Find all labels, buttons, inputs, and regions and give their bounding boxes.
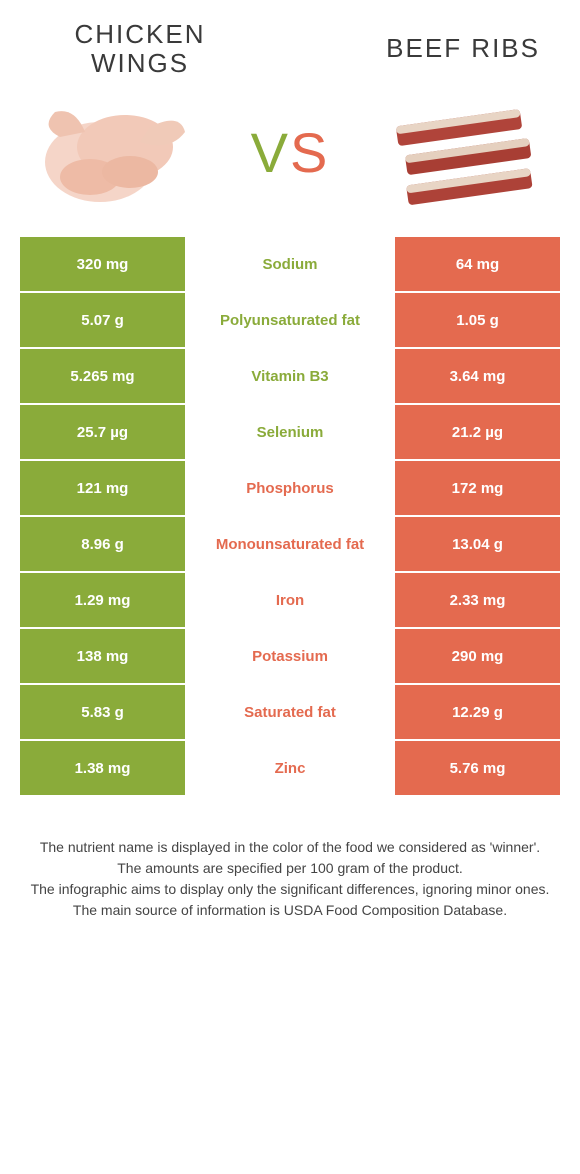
nutrient-name: Zinc — [185, 741, 395, 795]
right-value: 2.33 mg — [395, 573, 560, 627]
nutrient-name: Vitamin B3 — [185, 349, 395, 403]
nutrient-name: Polyunsaturated fat — [185, 293, 395, 347]
footer-line: The amounts are specified per 100 gram o… — [30, 858, 550, 879]
nutrient-row: 121 mgPhosphorus172 mg — [20, 461, 560, 517]
left-value: 8.96 g — [20, 517, 185, 571]
nutrient-row: 320 mgSodium64 mg — [20, 237, 560, 293]
left-value: 121 mg — [20, 461, 185, 515]
right-value: 172 mg — [395, 461, 560, 515]
header: Chicken wings Beef ribs — [0, 0, 580, 87]
right-value: 12.29 g — [395, 685, 560, 739]
nutrient-table: 320 mgSodium64 mg5.07 gPolyunsaturated f… — [0, 237, 580, 797]
nutrient-name: Phosphorus — [185, 461, 395, 515]
nutrient-row: 25.7 µgSelenium21.2 µg — [20, 405, 560, 461]
nutrient-row: 5.265 mgVitamin B33.64 mg — [20, 349, 560, 405]
right-value: 5.76 mg — [395, 741, 560, 795]
nutrient-name: Selenium — [185, 405, 395, 459]
nutrient-name: Monounsaturated fat — [185, 517, 395, 571]
nutrient-name: Saturated fat — [185, 685, 395, 739]
right-value: 3.64 mg — [395, 349, 560, 403]
nutrient-row: 5.07 gPolyunsaturated fat1.05 g — [20, 293, 560, 349]
right-value: 21.2 µg — [395, 405, 560, 459]
footer-line: The nutrient name is displayed in the co… — [30, 837, 550, 858]
image-row: VS — [0, 87, 580, 237]
right-value: 64 mg — [395, 237, 560, 291]
right-value: 1.05 g — [395, 293, 560, 347]
left-food-title: Chicken wings — [40, 20, 240, 77]
nutrient-name: Sodium — [185, 237, 395, 291]
left-value: 320 mg — [20, 237, 185, 291]
right-value: 13.04 g — [395, 517, 560, 571]
nutrient-row: 1.29 mgIron2.33 mg — [20, 573, 560, 629]
left-value: 5.265 mg — [20, 349, 185, 403]
footer-line: The main source of information is USDA F… — [30, 900, 550, 921]
left-value: 1.38 mg — [20, 741, 185, 795]
nutrient-row: 138 mgPotassium290 mg — [20, 629, 560, 685]
nutrient-row: 5.83 gSaturated fat12.29 g — [20, 685, 560, 741]
nutrient-row: 1.38 mgZinc5.76 mg — [20, 741, 560, 797]
left-value: 25.7 µg — [20, 405, 185, 459]
right-food-title: Beef ribs — [340, 34, 540, 63]
left-value: 1.29 mg — [20, 573, 185, 627]
left-value: 5.07 g — [20, 293, 185, 347]
nutrient-name: Potassium — [185, 629, 395, 683]
left-value: 138 mg — [20, 629, 185, 683]
footer-notes: The nutrient name is displayed in the co… — [0, 797, 580, 951]
nutrient-row: 8.96 gMonounsaturated fat13.04 g — [20, 517, 560, 573]
vs-s: S — [290, 121, 329, 184]
footer-line: The infographic aims to display only the… — [30, 879, 550, 900]
beef-ribs-image — [380, 87, 550, 217]
vs-label: VS — [251, 120, 330, 185]
right-value: 290 mg — [395, 629, 560, 683]
vs-v: V — [251, 121, 290, 184]
nutrient-name: Iron — [185, 573, 395, 627]
chicken-wings-image — [30, 87, 200, 217]
left-value: 5.83 g — [20, 685, 185, 739]
